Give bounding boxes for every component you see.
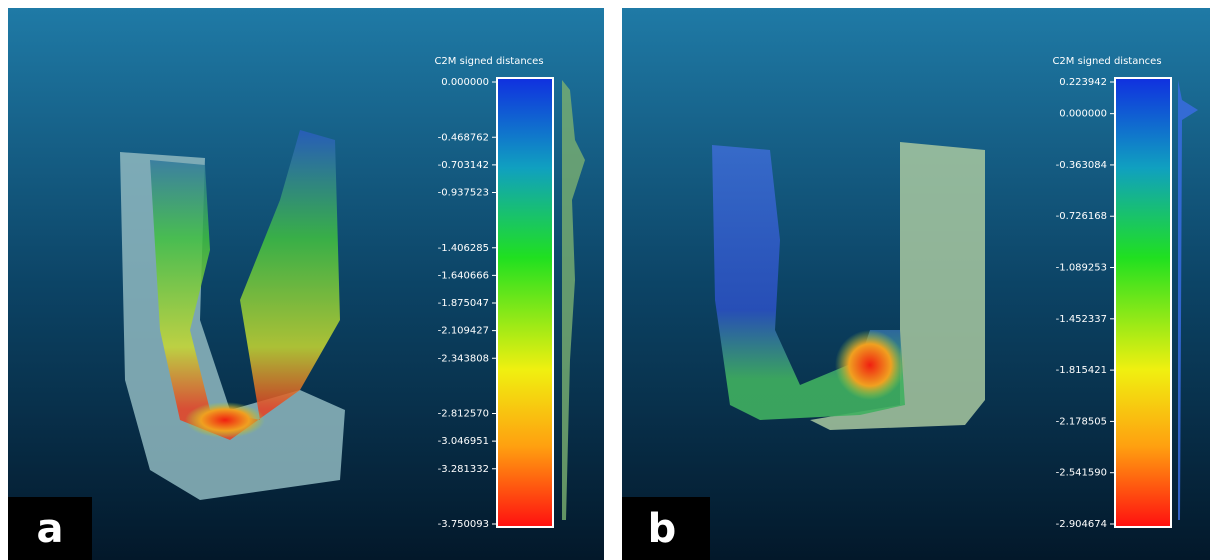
tick-label: -3.281332: [438, 464, 489, 475]
tick-label: -2.343808: [438, 353, 489, 364]
tick-label: -2.541590: [1056, 468, 1107, 479]
tick-label: -2.178505: [1056, 416, 1107, 427]
figure: C2M signed distances 0.000000 -0.468762 -0…: [0, 0, 1210, 560]
colorbar: [497, 78, 553, 527]
panel-label: b: [648, 506, 677, 552]
tick-label: -0.703142: [438, 160, 489, 171]
tick-label: -0.468762: [438, 132, 489, 143]
hotspot: [185, 402, 265, 438]
tick-label: -3.750093: [438, 519, 489, 530]
tick-label: -1.815421: [1056, 365, 1107, 376]
tick-label: -1.640666: [438, 270, 489, 281]
hotspot: [835, 330, 905, 400]
tick-label: 0.223942: [1059, 77, 1107, 88]
tick-label: -0.937523: [438, 187, 489, 198]
tick-label: -2.904674: [1056, 519, 1107, 530]
panel-b: C2M signed distances 0.223942 0.000000 -0.…: [622, 8, 1210, 560]
colorbar-title: C2M signed distances: [1052, 56, 1161, 67]
colorbar: [1115, 78, 1171, 527]
tick-label: -1.875047: [438, 298, 489, 309]
tick-label: 0.000000: [441, 77, 489, 88]
tick-label: -2.812570: [438, 409, 489, 420]
panel-label: a: [37, 506, 64, 552]
tick-label: -1.406285: [438, 243, 489, 254]
page: C2M signed distances 0.000000 -0.468762 -0…: [0, 0, 1210, 560]
colorbar-title: C2M signed distances: [434, 56, 543, 67]
tick-label: -0.726168: [1056, 211, 1107, 222]
tick-label: 0.000000: [1059, 109, 1107, 120]
tick-label: -1.089253: [1056, 263, 1107, 274]
tick-label: -0.363084: [1056, 160, 1107, 171]
tick-label: -1.452337: [1056, 314, 1107, 325]
panel-a: C2M signed distances 0.000000 -0.468762 -0…: [8, 8, 604, 560]
tick-label: -2.109427: [438, 326, 489, 337]
tick-label: -3.046951: [438, 436, 489, 447]
